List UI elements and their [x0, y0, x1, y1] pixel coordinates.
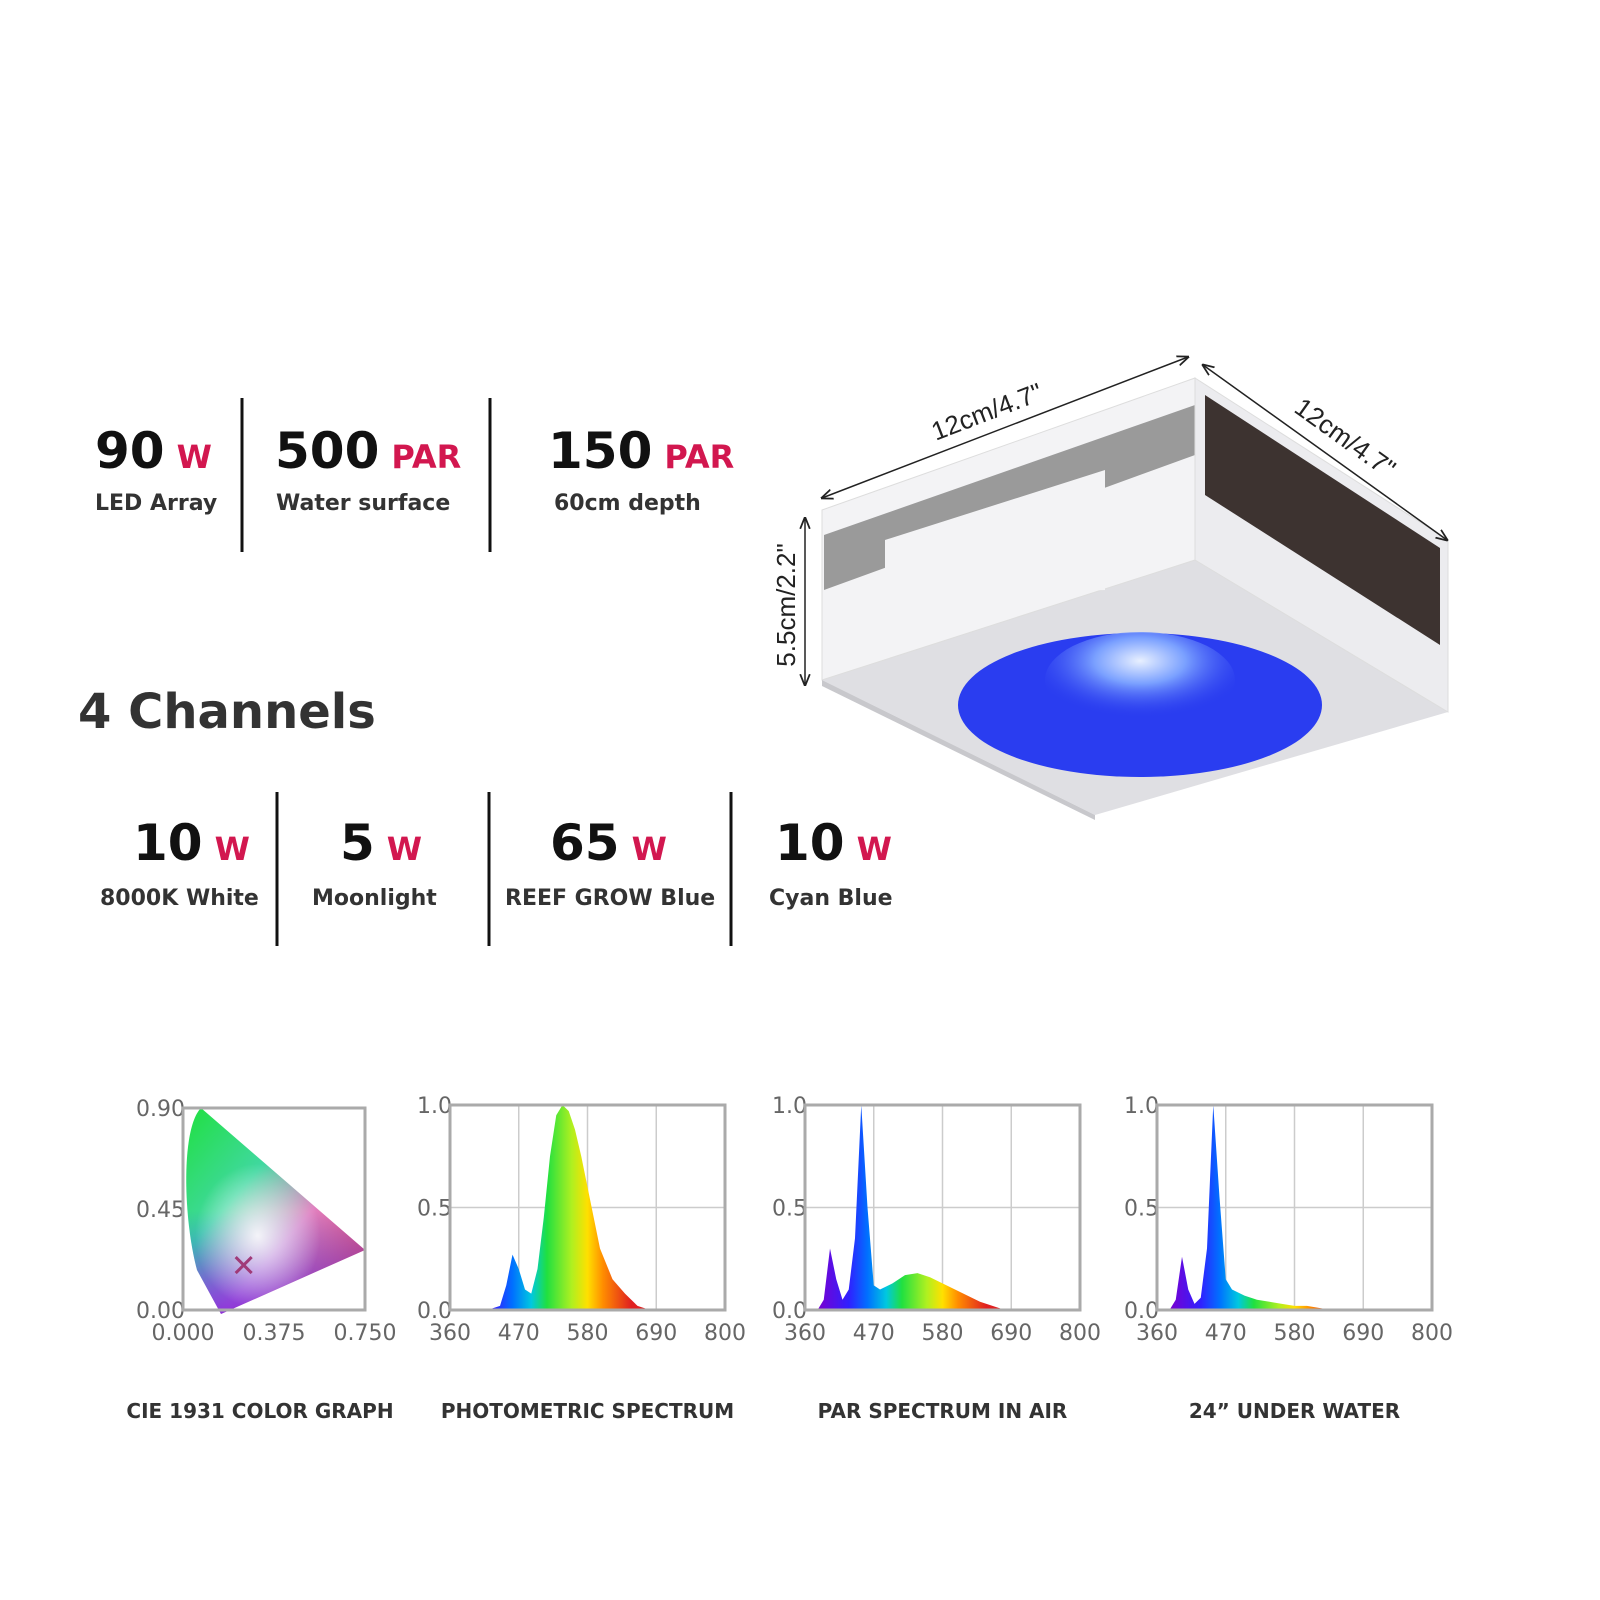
- white-point: [234, 1256, 253, 1275]
- plot-frame: [181, 1106, 367, 1312]
- spectrum-area: [1169, 1105, 1345, 1310]
- channels-title: 4 Channels: [78, 684, 376, 740]
- spec-unit: W: [215, 830, 250, 868]
- x-tick-label: 580: [567, 1321, 609, 1346]
- spec-value: 65: [550, 814, 620, 872]
- spec-value: 10: [133, 814, 203, 872]
- spec-value: 500: [275, 422, 379, 480]
- spec-label: 60cm depth: [554, 491, 701, 516]
- y-tick-label: 0.5: [772, 1197, 807, 1222]
- spec-label: Cyan Blue: [769, 886, 893, 911]
- spec-unit: PAR: [391, 438, 461, 476]
- x-tick-label: 580: [922, 1321, 964, 1346]
- chart-title: 24” UNDER WATER: [1189, 1399, 1400, 1423]
- x-tick-label: 690: [635, 1321, 677, 1346]
- x-tick-label: 0.750: [334, 1321, 397, 1346]
- x-tick-label: 360: [784, 1321, 826, 1346]
- spectrum-area: [817, 1105, 1018, 1310]
- spec-value: 90: [95, 422, 165, 480]
- x-tick-label: 690: [1342, 1321, 1384, 1346]
- y-tick-label: 0.5: [1124, 1197, 1159, 1222]
- spec-unit: W: [177, 438, 212, 476]
- chart: 360 470 580 690 800 0.0 0.5 1.0 PAR SPECTRUM IN …: [772, 1094, 1101, 1423]
- charts: 0.000 0.375 0.750 0.00 0.45 0.90 CIE 1931 COLO…: [126, 1094, 1453, 1423]
- y-tick-label: 0.5: [417, 1197, 452, 1222]
- x-tick-label: 0.375: [243, 1321, 306, 1346]
- spec-label: 8000K White: [100, 886, 259, 911]
- y-tick-label: 1.0: [1124, 1094, 1159, 1119]
- x-tick-label: 800: [704, 1321, 746, 1346]
- spec-label: LED Array: [95, 491, 217, 516]
- x-tick-label: 690: [990, 1321, 1032, 1346]
- plot-frame: [448, 1103, 727, 1312]
- spec-unit: W: [857, 830, 892, 868]
- spec-value: 150: [548, 422, 652, 480]
- x-tick-label: 470: [498, 1321, 540, 1346]
- x-tick-label: 800: [1059, 1321, 1101, 1346]
- plot-frame: [1155, 1103, 1434, 1312]
- chart: 0.000 0.375 0.750 0.00 0.45 0.90 CIE 1931 COLO…: [126, 1097, 396, 1423]
- chart: 360 470 580 690 800 0.0 0.5 1.0 PHOTOMETRIC SPEC…: [417, 1094, 746, 1423]
- spec-unit: W: [632, 830, 667, 868]
- chart-title: PAR SPECTRUM IN AIR: [818, 1399, 1068, 1423]
- y-tick-label: 0.45: [136, 1198, 185, 1223]
- product-image: [805, 357, 1448, 820]
- y-tick-label: 0.0: [1124, 1299, 1159, 1324]
- y-tick-label: 0.0: [417, 1299, 452, 1324]
- y-tick-label: 1.0: [772, 1094, 807, 1119]
- cie-locus-white: [186, 1108, 365, 1314]
- chart: 360 470 580 690 800 0.0 0.5 1.0 24” UNDER WATER: [1124, 1094, 1453, 1423]
- x-tick-label: 470: [853, 1321, 895, 1346]
- x-tick-label: 360: [429, 1321, 471, 1346]
- chart-title: CIE 1931 COLOR GRAPH: [126, 1399, 393, 1423]
- spec-value: 5: [340, 814, 375, 872]
- spec-unit: W: [387, 830, 422, 868]
- x-tick-label: 470: [1205, 1321, 1247, 1346]
- x-tick-label: 800: [1411, 1321, 1453, 1346]
- x-tick-label: 580: [1274, 1321, 1316, 1346]
- y-tick-label: 0.90: [136, 1097, 185, 1122]
- spec-label: Water surface: [276, 491, 450, 516]
- x-tick-label: 360: [1136, 1321, 1178, 1346]
- dimension-height: 5.5cm/2.2": [771, 543, 801, 666]
- spec-unit: PAR: [664, 438, 734, 476]
- dimension-length: 12cm/4.7": [927, 377, 1046, 447]
- spec-label: Moonlight: [312, 886, 437, 911]
- spec-label: REEF GROW Blue: [505, 886, 715, 911]
- y-tick-label: 0.00: [136, 1299, 185, 1324]
- spec-value: 10: [775, 814, 845, 872]
- spectrum-area: [475, 1105, 663, 1310]
- y-tick-label: 0.0: [772, 1299, 807, 1324]
- y-tick-label: 1.0: [417, 1094, 452, 1119]
- specs: 90 W LED Array 500 PAR Water surface 150 PAR 60c…: [95, 398, 893, 946]
- plot-frame: [803, 1103, 1082, 1312]
- x-tick-label: 0.000: [152, 1321, 215, 1346]
- chart-title: PHOTOMETRIC SPECTRUM: [441, 1399, 734, 1423]
